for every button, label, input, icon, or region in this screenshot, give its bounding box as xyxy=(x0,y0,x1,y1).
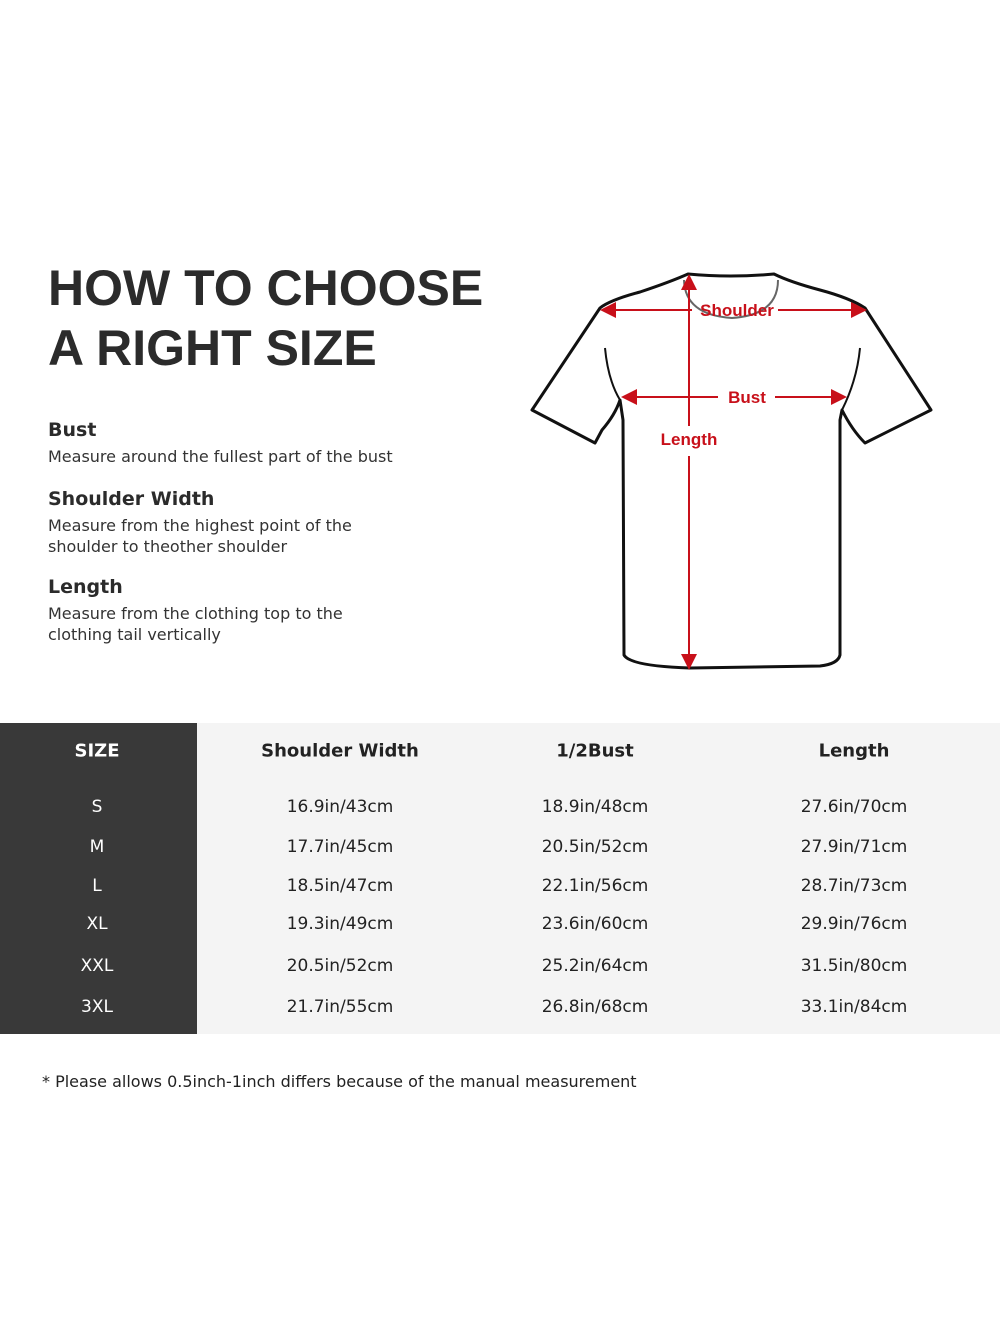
table-cell: M xyxy=(89,837,105,857)
table-cell: 19.3in/49cm xyxy=(286,914,394,934)
bust-heading: Bust xyxy=(48,419,97,441)
table-cell: 18.9in/48cm xyxy=(541,797,649,817)
table-cell: 25.2in/64cm xyxy=(541,956,649,976)
table-cell: 23.6in/60cm xyxy=(541,914,649,934)
table-cell: S xyxy=(91,797,103,817)
table-cell: L xyxy=(92,876,102,896)
title-line-2: A RIGHT SIZE xyxy=(48,320,377,376)
table-cell: 20.5in/52cm xyxy=(286,956,394,976)
table-cell: 20.5in/52cm xyxy=(541,837,649,857)
table-cell: XL xyxy=(86,914,108,934)
page-title: HOW TO CHOOSE A RIGHT SIZE xyxy=(48,258,483,378)
table-cell: 26.8in/68cm xyxy=(541,997,649,1017)
length-description: Length Measure from the clothing top to … xyxy=(48,575,378,645)
table-cell: 31.5in/80cm xyxy=(800,956,908,976)
table-cell: 29.9in/76cm xyxy=(800,914,908,934)
shoulder-text: Measure from the highest point of the sh… xyxy=(48,516,352,556)
table-cell: 3XL xyxy=(81,997,113,1017)
table-header: SIZE xyxy=(74,740,120,762)
table-cell: 28.7in/73cm xyxy=(800,876,908,896)
table-header: Shoulder Width xyxy=(261,740,419,762)
table-header: 1/2Bust xyxy=(556,740,634,762)
tshirt-outline xyxy=(530,272,933,670)
table-cell: 21.7in/55cm xyxy=(286,997,394,1017)
table-cell: XXL xyxy=(80,956,114,976)
bust-label: Bust xyxy=(728,388,766,407)
table-cell: 27.9in/71cm xyxy=(800,837,908,857)
bust-description: Bust Measure around the fullest part of … xyxy=(48,418,468,467)
shoulder-heading: Shoulder Width xyxy=(48,488,215,510)
table-cell: 33.1in/84cm xyxy=(800,997,908,1017)
table-cell: 17.7in/45cm xyxy=(286,837,394,857)
size-table: SIZE S M L XL XXL 3XL Shoulder Width 1/2Bust Len… xyxy=(0,723,1000,1034)
shoulder-description: Shoulder Width Measure from the highest … xyxy=(48,487,388,557)
shoulder-label: Shoulder xyxy=(700,301,774,320)
table-cell: 22.1in/56cm xyxy=(541,876,649,896)
tshirt-diagram: Shoulder Bust Length xyxy=(530,272,933,670)
length-heading: Length xyxy=(48,576,123,598)
table-cell: 27.6in/70cm xyxy=(800,797,908,817)
table-cell: 18.5in/47cm xyxy=(286,876,394,896)
table-header: Length xyxy=(818,740,890,762)
title-line-1: HOW TO CHOOSE xyxy=(48,260,484,316)
table-cell: 16.9in/43cm xyxy=(286,797,394,817)
length-label: Length xyxy=(661,430,718,449)
bust-text: Measure around the fullest part of the b… xyxy=(48,447,393,466)
measurement-note: * Please allows 0.5inch-1inch differs be… xyxy=(42,1072,637,1091)
length-text: Measure from the clothing top to the clo… xyxy=(48,604,343,644)
size-column: SIZE S M L XL XXL 3XL xyxy=(0,723,197,1034)
